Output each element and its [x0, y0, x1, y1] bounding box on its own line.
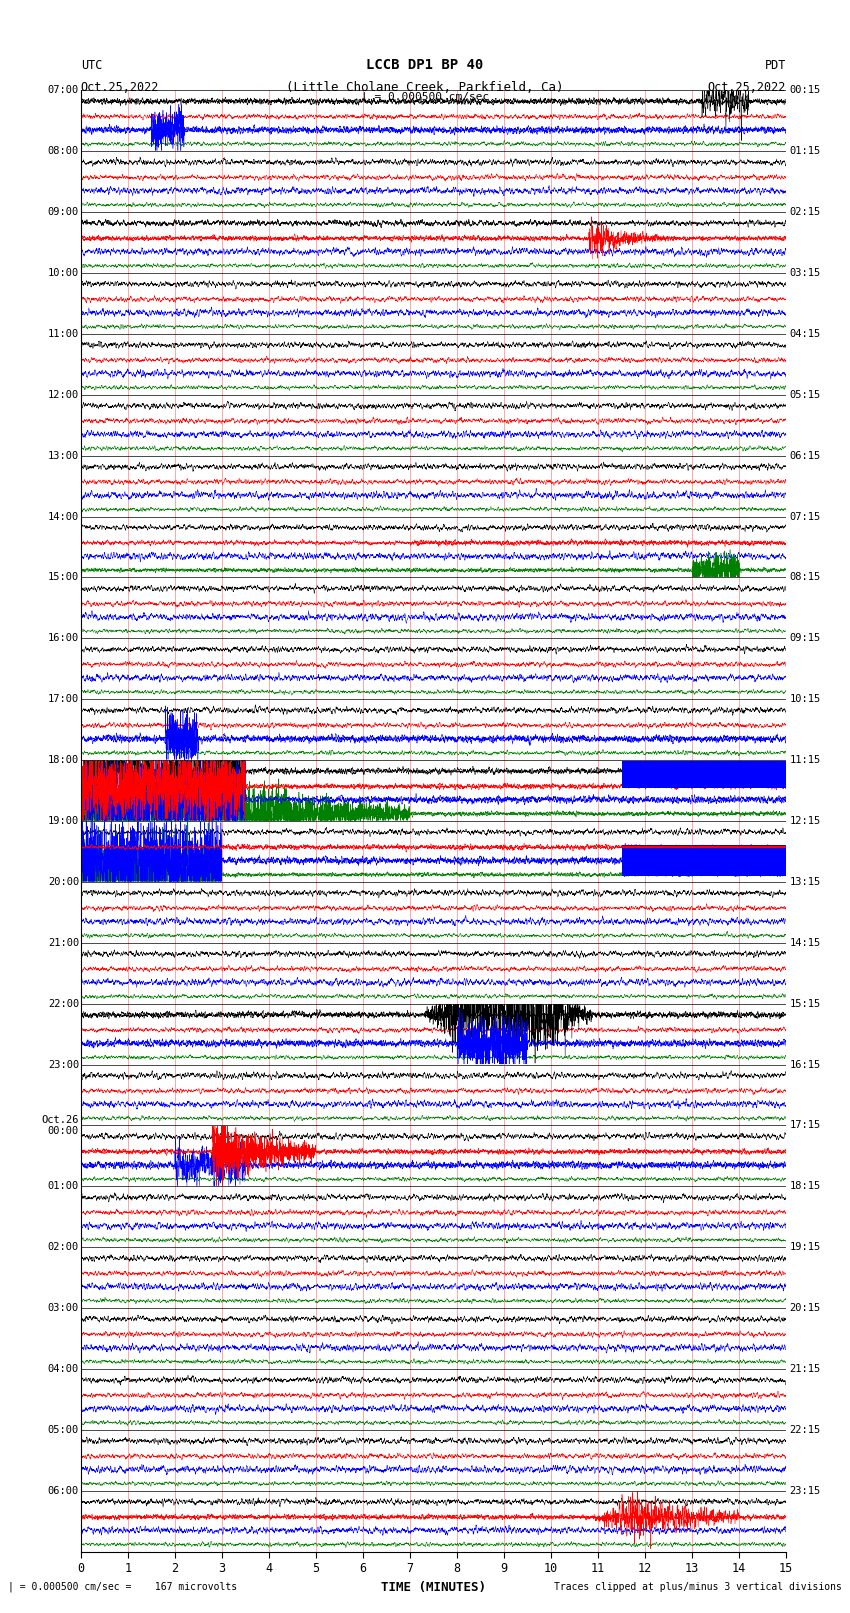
Text: 22:00: 22:00 — [48, 998, 79, 1008]
Text: 04:15: 04:15 — [790, 329, 821, 339]
Text: 01:00: 01:00 — [48, 1181, 79, 1192]
Text: 03:15: 03:15 — [790, 268, 821, 277]
Text: 11:15: 11:15 — [790, 755, 821, 765]
Text: 17:00: 17:00 — [48, 694, 79, 705]
Text: 20:00: 20:00 — [48, 877, 79, 887]
Text: 18:00: 18:00 — [48, 755, 79, 765]
Text: Oct.25,2022: Oct.25,2022 — [708, 82, 786, 95]
Bar — [621, 845, 786, 876]
Text: 09:15: 09:15 — [790, 634, 821, 644]
Text: 21:15: 21:15 — [790, 1365, 821, 1374]
Text: 13:00: 13:00 — [48, 450, 79, 461]
Text: 00:15: 00:15 — [790, 85, 821, 95]
Text: 21:00: 21:00 — [48, 937, 79, 948]
Text: | = 0.000500 cm/sec =    167 microvolts: | = 0.000500 cm/sec = 167 microvolts — [8, 1581, 238, 1592]
Text: 09:00: 09:00 — [48, 206, 79, 218]
Text: 14:15: 14:15 — [790, 937, 821, 948]
Text: 06:00: 06:00 — [48, 1486, 79, 1495]
Text: UTC: UTC — [81, 58, 102, 71]
Text: 05:15: 05:15 — [790, 390, 821, 400]
Text: 12:15: 12:15 — [790, 816, 821, 826]
Text: 06:15: 06:15 — [790, 450, 821, 461]
Text: 03:00: 03:00 — [48, 1303, 79, 1313]
Text: 20:15: 20:15 — [790, 1303, 821, 1313]
Bar — [621, 761, 786, 787]
Text: 01:15: 01:15 — [790, 147, 821, 156]
Text: 04:00: 04:00 — [48, 1365, 79, 1374]
Text: 12:00: 12:00 — [48, 390, 79, 400]
Text: Oct.26
00:00: Oct.26 00:00 — [42, 1115, 79, 1136]
Text: 23:00: 23:00 — [48, 1060, 79, 1069]
Text: PDT: PDT — [765, 58, 786, 71]
Text: 11:00: 11:00 — [48, 329, 79, 339]
Text: 19:15: 19:15 — [790, 1242, 821, 1252]
Text: 17:15: 17:15 — [790, 1121, 821, 1131]
Text: | = 0.000500 cm/sec: | = 0.000500 cm/sec — [361, 90, 489, 102]
Text: 13:15: 13:15 — [790, 877, 821, 887]
Text: 05:00: 05:00 — [48, 1424, 79, 1436]
Text: 10:00: 10:00 — [48, 268, 79, 277]
Text: 08:15: 08:15 — [790, 573, 821, 582]
Text: 15:00: 15:00 — [48, 573, 79, 582]
Text: 07:15: 07:15 — [790, 511, 821, 521]
Text: 18:15: 18:15 — [790, 1181, 821, 1192]
Text: 07:00: 07:00 — [48, 85, 79, 95]
Text: 10:15: 10:15 — [790, 694, 821, 705]
Text: 02:00: 02:00 — [48, 1242, 79, 1252]
X-axis label: TIME (MINUTES): TIME (MINUTES) — [381, 1581, 486, 1594]
Text: Oct.25,2022: Oct.25,2022 — [81, 82, 159, 95]
Text: 15:15: 15:15 — [790, 998, 821, 1008]
Text: 23:15: 23:15 — [790, 1486, 821, 1495]
Text: 16:15: 16:15 — [790, 1060, 821, 1069]
Text: (Little Cholane Creek, Parkfield, Ca): (Little Cholane Creek, Parkfield, Ca) — [286, 82, 564, 95]
Text: Traces clipped at plus/minus 3 vertical divisions: Traces clipped at plus/minus 3 vertical … — [553, 1582, 842, 1592]
Text: 08:00: 08:00 — [48, 147, 79, 156]
Text: 16:00: 16:00 — [48, 634, 79, 644]
Text: 14:00: 14:00 — [48, 511, 79, 521]
Text: 22:15: 22:15 — [790, 1424, 821, 1436]
Text: 02:15: 02:15 — [790, 206, 821, 218]
Text: 19:00: 19:00 — [48, 816, 79, 826]
Text: LCCB DP1 BP 40: LCCB DP1 BP 40 — [366, 58, 484, 71]
